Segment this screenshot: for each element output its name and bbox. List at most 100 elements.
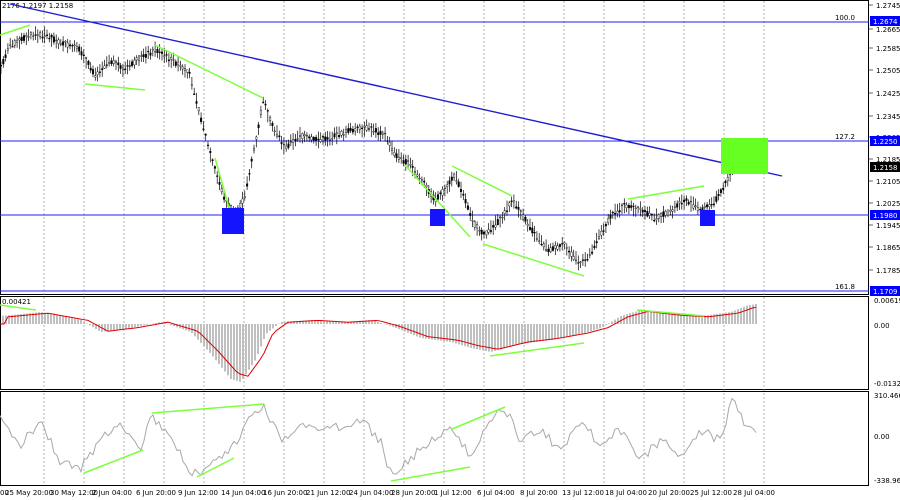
time-tick-label: 6 Jul 04:00 — [477, 489, 515, 497]
macd-bar — [359, 320, 361, 324]
macd-bar — [221, 324, 223, 368]
macd-bar — [569, 324, 571, 337]
candle-body — [167, 59, 170, 62]
macd-bar — [515, 324, 517, 346]
divergence-line — [451, 165, 513, 197]
candle-body — [395, 153, 398, 158]
candle-body — [98, 71, 101, 73]
candle-body — [538, 240, 541, 242]
time-tick-label: 2 Jun 04:00 — [92, 489, 132, 497]
time-tick-label: 9 Jun 12:00 — [178, 489, 218, 497]
candle-body — [393, 152, 396, 156]
macd-bar — [449, 324, 451, 342]
candle-body — [273, 130, 276, 132]
candle-body — [552, 246, 555, 251]
macd-bar — [707, 315, 709, 324]
macd-bar — [218, 324, 220, 364]
macd-bar — [722, 313, 724, 324]
candle-body — [492, 225, 495, 228]
macd-bar — [269, 324, 271, 331]
macd-bar — [491, 324, 493, 352]
candle-body — [285, 145, 288, 149]
candle-body — [128, 65, 131, 67]
macd-bar — [314, 320, 316, 324]
macd-bar — [164, 323, 166, 324]
candle-body — [499, 216, 502, 218]
candle-body — [365, 125, 368, 131]
macd-bar — [407, 324, 409, 333]
candle-body — [678, 201, 681, 204]
candle-body — [160, 51, 163, 54]
candle-body — [600, 231, 603, 236]
candle-body — [616, 210, 619, 214]
macd-bar — [209, 324, 211, 353]
price-tick-label: 1.2585 — [876, 45, 900, 53]
macd-bar — [137, 324, 139, 327]
candle-body — [133, 59, 136, 66]
candle-body — [703, 206, 706, 208]
candle-body — [639, 208, 642, 210]
candle-body — [531, 227, 534, 234]
macd-bar — [245, 324, 247, 375]
cci-panel[interactable] — [0, 391, 869, 486]
trend-line[interactable] — [9, 3, 783, 177]
macd-bar — [563, 324, 565, 338]
candle-body — [561, 243, 564, 245]
candle-body — [317, 138, 320, 140]
macd-bar — [56, 315, 58, 324]
macd-bar — [44, 312, 46, 324]
macd-bar — [470, 324, 472, 348]
candle-body — [319, 139, 322, 142]
macd-bar — [353, 321, 355, 324]
candle-body — [248, 173, 251, 175]
current-price-label: 1.2158 — [873, 164, 898, 172]
macd-bar — [695, 315, 697, 324]
candle-body — [68, 44, 71, 47]
macd-bar — [299, 320, 301, 324]
candle-body — [181, 66, 184, 70]
macd-bar — [281, 321, 283, 324]
macd-bar — [479, 324, 481, 350]
macd-bar — [284, 321, 286, 324]
candle-body — [287, 143, 290, 148]
candle-body — [119, 65, 122, 69]
candle-body — [259, 109, 262, 115]
candle-body — [177, 61, 180, 66]
macd-bar — [662, 312, 664, 324]
candle-body — [186, 69, 189, 73]
macd-bar — [716, 313, 718, 324]
macd-bar — [581, 324, 583, 334]
candle-body — [50, 34, 53, 38]
candle-body — [687, 201, 690, 205]
candle-body — [448, 180, 451, 185]
candle-body — [328, 139, 331, 141]
macd-bar — [551, 324, 553, 340]
macd-bar — [176, 324, 178, 328]
candle-body — [460, 189, 463, 192]
candle-body — [82, 54, 85, 56]
current-price-box — [870, 162, 900, 172]
macd-bar — [614, 319, 616, 324]
candle-body — [386, 140, 389, 142]
candle-body — [117, 62, 120, 66]
price-tick-label: 1.2025 — [876, 200, 900, 208]
candle-body — [223, 196, 226, 200]
price-label-3: 1.1980 — [873, 212, 898, 220]
candle-body — [604, 224, 607, 227]
macd-bar — [740, 308, 742, 324]
candle-body — [170, 57, 173, 60]
macd-bar — [584, 324, 586, 333]
candle-body — [726, 177, 729, 182]
candle-body — [627, 204, 630, 209]
macd-bar — [368, 320, 370, 324]
macd-bar — [506, 324, 508, 348]
macd-bar — [554, 324, 556, 340]
macd-bar — [296, 320, 298, 324]
cci-divergence-lines — [83, 403, 506, 482]
candle-body — [653, 219, 656, 222]
macd-bar — [134, 324, 136, 328]
cci-line — [0, 397, 757, 477]
candle-body — [149, 52, 152, 56]
